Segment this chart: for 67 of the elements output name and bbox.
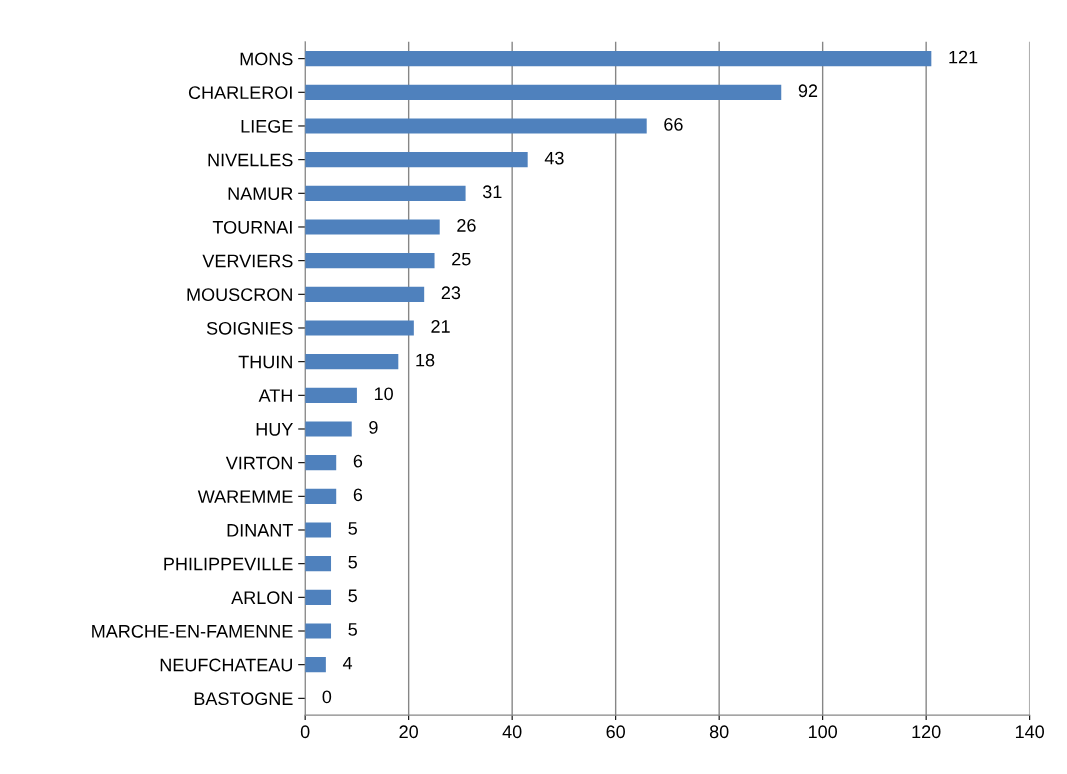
- data-label: 5: [348, 555, 357, 569]
- bar: [305, 556, 332, 572]
- bar: [305, 253, 435, 269]
- bar: [305, 185, 466, 201]
- x-tick-label: 0: [300, 725, 310, 739]
- y-tick-label: ARLON: [231, 591, 292, 605]
- data-label: 5: [348, 589, 357, 603]
- y-tick-label: SOIGNIES: [206, 321, 293, 335]
- x-tick-label: 60: [606, 725, 625, 739]
- bar: [305, 623, 332, 639]
- bar: [305, 522, 332, 538]
- y-tick-label: NAMUR: [228, 187, 293, 201]
- data-label: 18: [416, 353, 435, 367]
- bar: [305, 286, 425, 302]
- data-label: 23: [441, 286, 461, 300]
- y-tick-label: BASTOGNE: [194, 692, 293, 706]
- data-label: 43: [544, 151, 564, 165]
- x-tick-label: 20: [399, 725, 418, 739]
- y-tick-label: LIEGE: [241, 119, 293, 133]
- y-tick-label: VERVIERS: [202, 254, 293, 268]
- bar: [305, 421, 352, 437]
- data-label: 0: [322, 690, 332, 704]
- x-tick-label: 140: [1015, 725, 1045, 739]
- bar: [305, 387, 357, 403]
- y-tick-label: TOURNAI: [212, 220, 292, 234]
- bar: [305, 589, 332, 605]
- bar: [305, 320, 414, 336]
- y-tick-label: NIVELLES: [208, 153, 293, 167]
- y-tick-label: CHARLEROI: [188, 86, 292, 100]
- y-tick-label: NEUFCHATEAU: [160, 658, 292, 672]
- y-tick-label: THUIN: [238, 355, 292, 369]
- x-tick-label: 80: [709, 725, 729, 739]
- bar: [305, 354, 399, 370]
- data-label: 10: [374, 387, 393, 401]
- bar: [305, 152, 528, 168]
- data-label: 21: [431, 320, 450, 333]
- bar: [305, 84, 782, 100]
- data-label: 6: [353, 488, 363, 502]
- x-tick-label: 100: [808, 725, 838, 739]
- data-label: 6: [353, 454, 363, 468]
- data-label: 5: [348, 623, 357, 636]
- bar: [305, 488, 337, 504]
- bar: [305, 455, 337, 471]
- y-tick-label: WAREMME: [197, 490, 293, 503]
- bar: [305, 657, 326, 673]
- bar: [305, 51, 932, 67]
- y-tick-label: VIRTON: [225, 456, 292, 470]
- y-tick-label: PHILIPPEVILLE: [164, 557, 293, 571]
- data-label: 121: [949, 50, 978, 64]
- y-tick-label: MARCHE-EN-FAMENNE: [92, 624, 293, 638]
- y-tick-label: MOUSCRON: [187, 288, 292, 302]
- y-tick-label: DINANT: [227, 524, 293, 537]
- y-tick-label: ATH: [258, 389, 292, 402]
- x-tick-label: 120: [912, 725, 941, 739]
- y-tick-label: MONS: [240, 52, 293, 66]
- data-label: 9: [369, 421, 378, 434]
- data-label: 5: [348, 522, 357, 535]
- x-tick-label: 40: [502, 725, 522, 739]
- data-label: 4: [342, 656, 353, 670]
- bar: [305, 219, 440, 235]
- data-label: 26: [457, 219, 476, 232]
- data-label: 92: [798, 84, 818, 98]
- y-tick-label: HUY: [256, 423, 293, 436]
- bar: [305, 118, 647, 134]
- data-label: 25: [452, 252, 471, 266]
- data-label: 66: [664, 118, 683, 131]
- data-label: 31: [482, 185, 502, 199]
